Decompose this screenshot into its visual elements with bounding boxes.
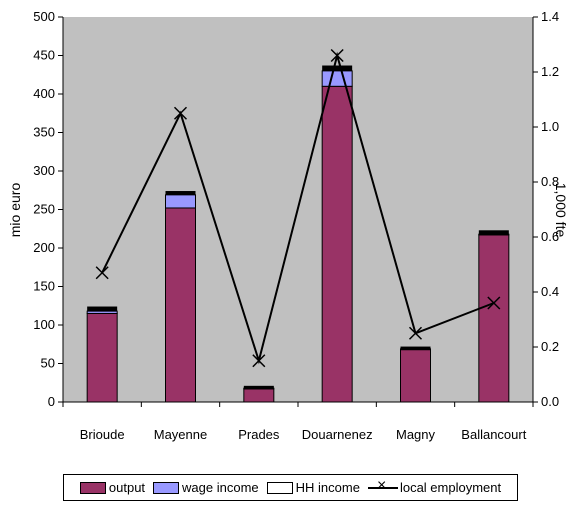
bar-output-mayenne <box>165 207 196 403</box>
bar-output-douarnenez <box>321 85 353 403</box>
x-tick-label-mayenne: Mayenne <box>154 427 207 442</box>
bar-cap-ballancourt <box>478 230 509 235</box>
bars-group <box>86 65 510 403</box>
bar-wage-income-prades <box>243 387 275 390</box>
bar-cap-brioude <box>87 306 118 312</box>
legend-symbol-local-employment <box>367 477 398 495</box>
y2-tick-label-0.4: 0.4 <box>541 284 559 299</box>
bar-cap-magny <box>400 346 431 349</box>
bar-wage-income-magny <box>400 348 431 351</box>
y-tick-label-0: 0 <box>48 394 55 409</box>
bar-wage-income-ballancourt <box>478 233 510 236</box>
bar-cap-mayenne <box>165 191 196 195</box>
y-tick-label-350: 350 <box>33 125 55 140</box>
employment-marker-mayenne <box>173 106 188 120</box>
legend-swatch-wage-income <box>153 481 180 494</box>
legend-label-local-employment: local employment <box>399 480 502 495</box>
y-tick-label-300: 300 <box>33 163 55 178</box>
y2-tick-label-0.6: 0.6 <box>541 229 559 244</box>
y-tick-label-500: 500 <box>33 9 55 24</box>
y2-tick-label-1.0: 1.0 <box>541 119 559 134</box>
bar-wage-income-brioude <box>86 310 118 314</box>
legend-item-local-employment: local employment <box>367 477 502 495</box>
legend-label-output: output <box>108 480 146 495</box>
y2-tick-label-1.2: 1.2 <box>541 64 559 79</box>
x-tick-label-douarnenez: Douarnenez <box>302 427 373 442</box>
y-tick-label-150: 150 <box>33 279 55 294</box>
bar-cap-douarnenez <box>322 65 353 71</box>
legend-label-hh-income: HH income <box>295 480 360 495</box>
y2-tick-label-0.2: 0.2 <box>541 339 559 354</box>
bar-cap-prades <box>243 385 274 389</box>
x-tick-label-prades: Prades <box>238 427 280 442</box>
legend-item-hh-income: HH income <box>266 480 360 495</box>
employment-marker-prades <box>252 354 266 368</box>
employment-line-group <box>95 48 501 368</box>
x-tick-label-brioude: Brioude <box>80 427 125 442</box>
y-axis-label: mio euro <box>7 183 23 238</box>
legend-item-output: output <box>79 480 146 495</box>
y-tick-label-400: 400 <box>33 86 55 101</box>
y-tick-label-250: 250 <box>33 202 55 217</box>
y-tick-label-50: 50 <box>41 356 55 371</box>
employment-line <box>101 51 495 365</box>
y-tick-label-200: 200 <box>33 240 55 255</box>
employment-marker-douarnenez <box>330 48 344 63</box>
employment-marker-brioude <box>95 266 109 280</box>
bar-output-magny <box>400 349 431 403</box>
y-tick-label-450: 450 <box>33 48 55 63</box>
employment-marker-ballancourt <box>487 296 501 310</box>
legend: output wage income HH income local emplo… <box>63 474 518 501</box>
legend-swatch-hh-income <box>266 481 293 494</box>
y2-tick-label-1.4: 1.4 <box>541 9 559 24</box>
axes-group: Brioude Mayenne Prades Douarnenez Magny Balla… <box>33 9 559 442</box>
bar-output-ballancourt <box>478 234 510 403</box>
legend-label-wage-income: wage income <box>182 480 259 495</box>
x-tick-label-ballancourt: Ballancourt <box>461 427 526 442</box>
bar-wage-income-douarnenez <box>321 70 353 87</box>
y2-tick-label-0.0: 0.0 <box>541 394 559 409</box>
bar-output-prades <box>243 388 275 403</box>
employment-marker-magny <box>408 326 423 340</box>
legend-item-wage-income: wage income <box>153 480 259 495</box>
bar-wage-income-mayenne <box>165 194 196 209</box>
x-tick-label-magny: Magny <box>396 427 436 442</box>
chart: Brioude Mayenne Prades Douarnenez Magny Balla… <box>7 9 568 442</box>
y2-axis-label: 1,000 fte <box>553 183 568 238</box>
y-tick-label-100: 100 <box>33 317 55 332</box>
legend-swatch-output <box>79 481 106 494</box>
y2-tick-label-0.8: 0.8 <box>541 174 559 189</box>
bar-output-brioude <box>86 312 118 403</box>
